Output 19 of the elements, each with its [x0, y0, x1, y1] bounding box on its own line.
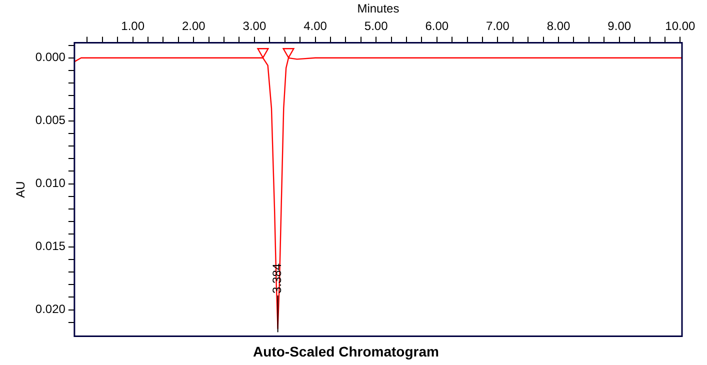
x-tick-label: 4.00 [304, 18, 328, 33]
x-tick-label: 7.00 [486, 18, 510, 33]
x-tick-label: 3.00 [242, 18, 266, 33]
x-axis-title: Minutes [357, 2, 400, 16]
y-tick-label: 0.010 [35, 176, 66, 190]
annotation: 3.384 [270, 263, 284, 294]
y-tick-label: 0.015 [35, 239, 66, 254]
x-tick-label: 6.00 [425, 18, 449, 33]
y-tick-label: 0.000 [35, 50, 66, 64]
text: Auto-Scaled Chromatogram [253, 343, 439, 360]
x-tick-label: 1.00 [121, 18, 145, 33]
x-tick-label: 2.00 [182, 18, 206, 33]
y-tick-label: 0.020 [35, 302, 66, 316]
x-tick-label: 5.00 [364, 18, 388, 33]
x-tick-label: 9.00 [608, 18, 632, 33]
x-tick-label: 10.00 [665, 18, 696, 33]
y-axis-title: AU [14, 181, 28, 198]
x-tick-label: 8.00 [546, 18, 571, 33]
y-tick-label: 0.005 [35, 113, 66, 128]
